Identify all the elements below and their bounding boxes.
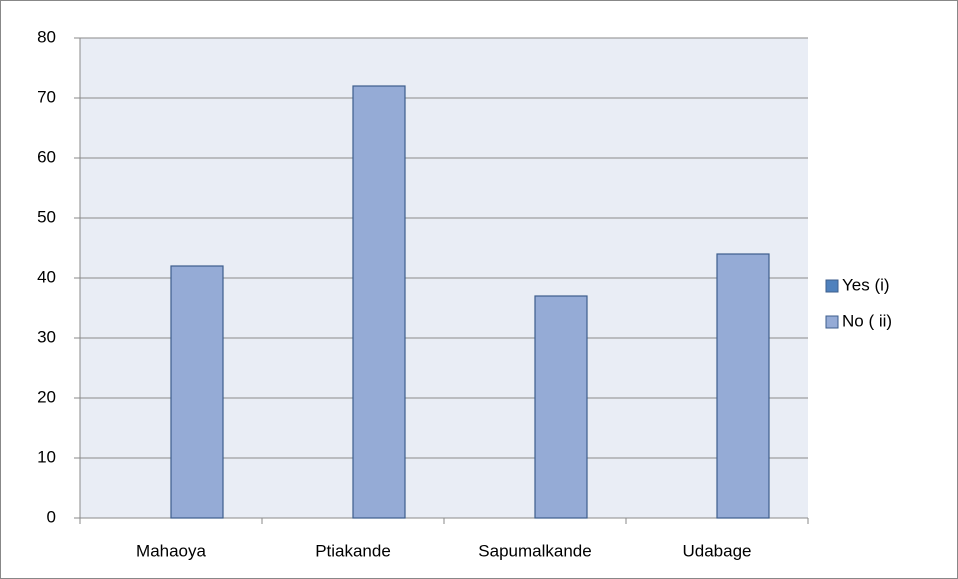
- x-tick-label: Udabage: [682, 541, 751, 560]
- y-tick-label: 40: [37, 267, 56, 286]
- bar: [352, 85, 406, 519]
- y-tick-label: 0: [47, 507, 56, 526]
- x-tick-label: Ptiakande: [315, 541, 391, 560]
- bar: [534, 295, 588, 519]
- y-tick-label: 60: [37, 147, 56, 166]
- legend-swatch: [825, 315, 839, 329]
- y-tick-label: 30: [37, 327, 56, 346]
- bar: [716, 253, 770, 519]
- y-tick-label: 10: [37, 447, 56, 466]
- legend-label: No ( ii): [842, 311, 892, 330]
- y-tick-label: 20: [37, 387, 56, 406]
- y-tick-label: 70: [37, 87, 56, 106]
- bar: [170, 265, 224, 519]
- x-tick-label: Sapumalkande: [478, 541, 591, 560]
- legend-swatch: [825, 279, 839, 293]
- y-tick-label: 80: [37, 27, 56, 46]
- y-tick-label: 50: [37, 207, 56, 226]
- x-tick-label: Mahaoya: [136, 541, 206, 560]
- legend-label: Yes (i): [842, 275, 890, 294]
